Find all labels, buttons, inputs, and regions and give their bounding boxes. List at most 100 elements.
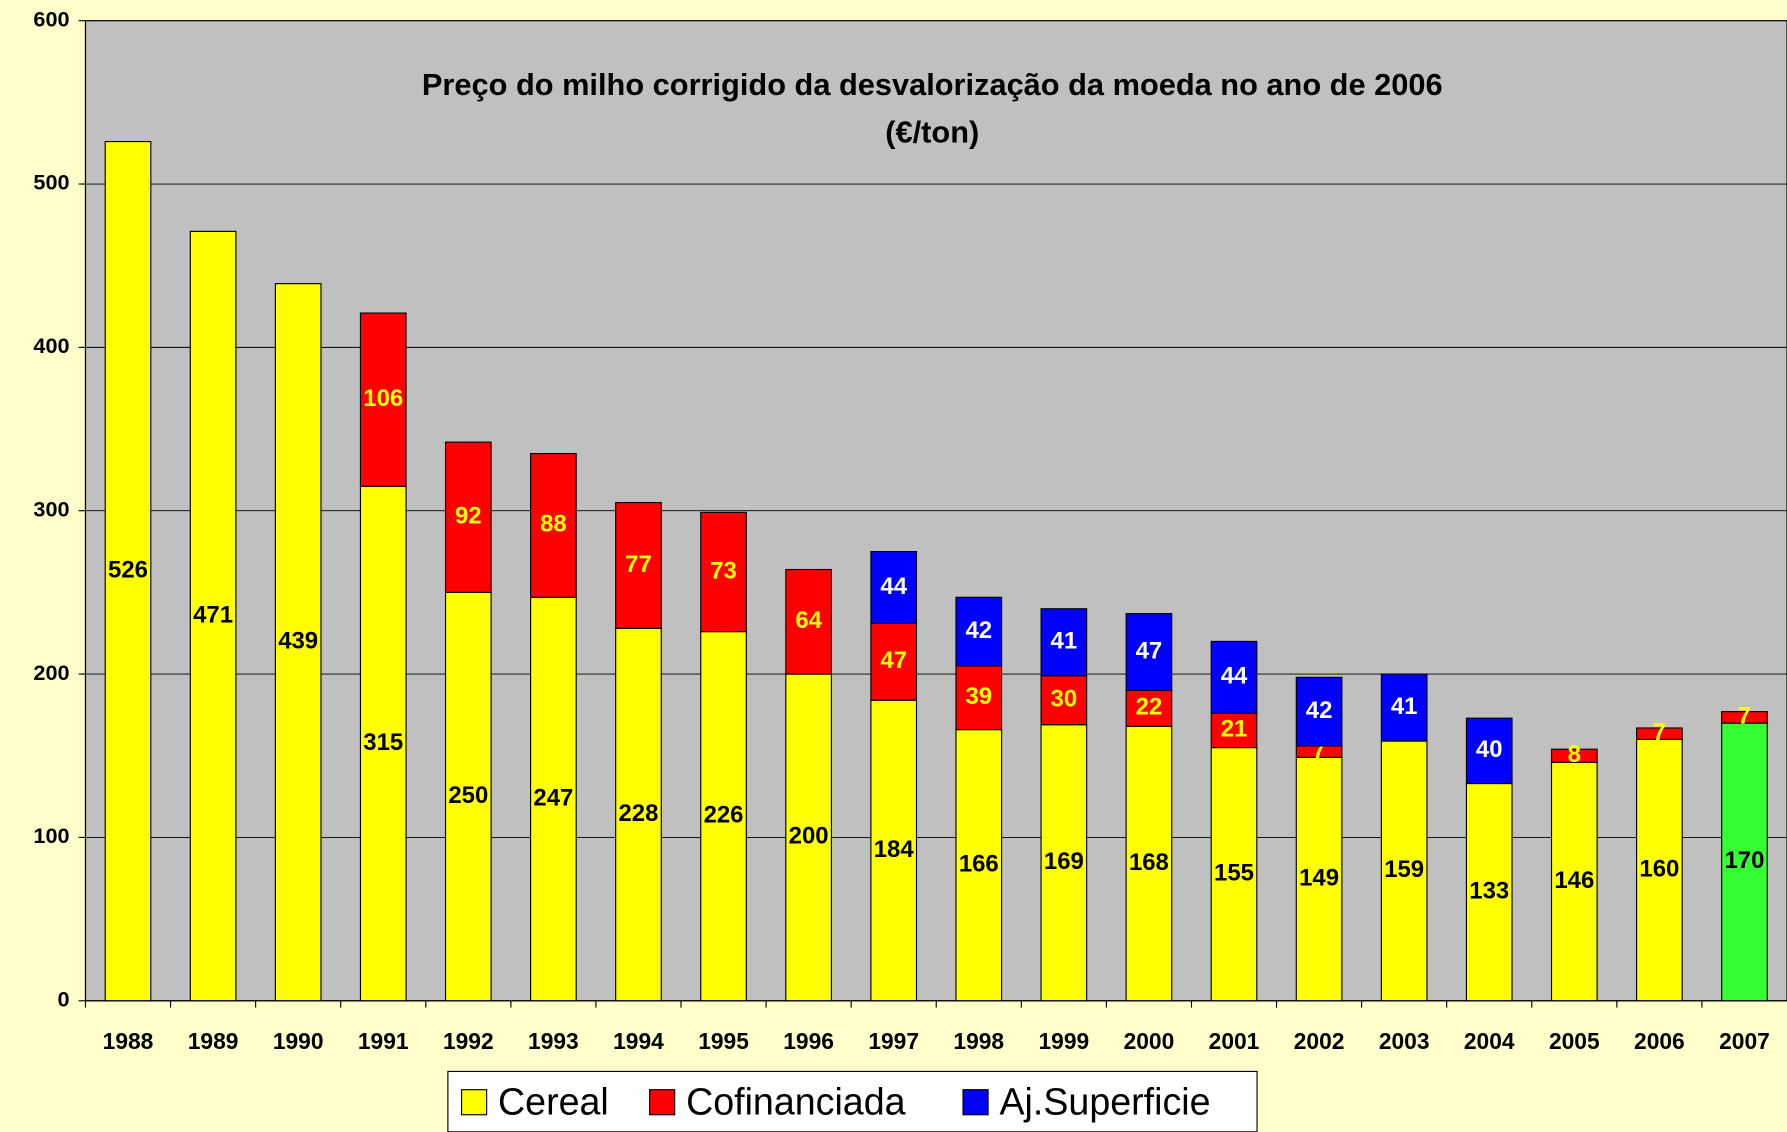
x-tick-label: 1997 — [868, 1028, 919, 1054]
data-label: 166 — [959, 851, 999, 878]
bar-segment — [104, 140, 152, 1002]
bar-segment — [1210, 747, 1258, 1002]
data-label: 226 — [704, 802, 744, 829]
data-label: 250 — [448, 782, 488, 809]
y-tick-label: 600 — [33, 6, 69, 31]
legend-swatch — [962, 1089, 989, 1116]
x-tick-label: 1988 — [103, 1028, 154, 1054]
data-label: 247 — [533, 784, 573, 811]
data-label: 7 — [1738, 703, 1751, 730]
bar-segment — [444, 441, 492, 593]
y-tick-label: 200 — [33, 660, 69, 685]
data-label: 133 — [1469, 877, 1509, 904]
bar-segment — [700, 511, 747, 633]
data-label: 22 — [1136, 694, 1163, 721]
bar-segment — [530, 596, 577, 1002]
y-tick-label: 0 — [57, 987, 69, 1012]
data-label: 149 — [1299, 864, 1339, 891]
x-tick-label: 2005 — [1549, 1028, 1600, 1054]
legend-swatch — [460, 1089, 488, 1116]
bar-segment — [1721, 722, 1768, 1002]
bar-segment — [1636, 738, 1683, 1002]
bar-segment — [785, 568, 832, 675]
x-tick-label: 1996 — [783, 1028, 834, 1054]
x-tick-label: 2007 — [1719, 1028, 1770, 1054]
bar-segment — [1295, 676, 1343, 747]
data-label: 88 — [540, 511, 567, 538]
x-tick-label: 2006 — [1634, 1028, 1685, 1054]
data-label: 42 — [1306, 697, 1333, 724]
data-label: 106 — [363, 385, 403, 412]
data-label: 228 — [619, 800, 659, 827]
data-label: 39 — [965, 683, 992, 710]
x-tick-label: 1999 — [1039, 1028, 1090, 1054]
bar-segment — [1550, 748, 1598, 763]
data-label: 200 — [789, 823, 829, 850]
data-label: 30 — [1051, 686, 1078, 713]
x-tick-label: 2001 — [1209, 1028, 1260, 1054]
bar-segment — [870, 699, 918, 1002]
data-label: 170 — [1725, 847, 1765, 874]
chart-subtitle: (€/ton) — [885, 115, 979, 150]
x-tick-label: 1995 — [698, 1028, 749, 1054]
bar-segment — [1210, 640, 1258, 714]
data-label: 159 — [1384, 856, 1424, 883]
bar-segment — [1040, 724, 1088, 1002]
bar-segment — [870, 622, 918, 701]
data-label: 73 — [710, 557, 737, 584]
bar-segment — [1125, 613, 1173, 691]
bar-segment — [189, 230, 237, 1002]
data-label: 47 — [1136, 637, 1163, 664]
bar-segment — [1210, 712, 1258, 749]
bar-segment — [1465, 717, 1513, 785]
bar-segment — [870, 550, 918, 625]
y-tick-label: 400 — [33, 333, 69, 358]
data-label: 77 — [625, 551, 652, 578]
x-tick-label: 1991 — [358, 1028, 409, 1054]
data-label: 21 — [1221, 716, 1248, 743]
legend-swatch — [649, 1089, 676, 1116]
bar-segment — [1721, 711, 1768, 724]
bar-segment — [1636, 727, 1683, 740]
data-label: 44 — [1221, 663, 1248, 690]
bar-segment — [1125, 725, 1173, 1002]
x-tick-label: 1998 — [953, 1028, 1004, 1054]
bar-segment — [615, 501, 662, 629]
data-label: 40 — [1476, 736, 1503, 763]
bar-segment — [955, 665, 1003, 731]
x-tick-label: 2002 — [1294, 1028, 1345, 1054]
bar-segment — [955, 596, 1003, 667]
x-tick-label: 1994 — [613, 1028, 664, 1054]
x-tick-label: 1989 — [188, 1028, 239, 1054]
x-tick-label: 1990 — [273, 1028, 324, 1054]
data-label: 315 — [363, 729, 403, 756]
x-tick-label: 1993 — [528, 1028, 579, 1054]
data-label: 146 — [1554, 867, 1594, 894]
data-label: 526 — [108, 556, 148, 583]
data-label: 47 — [880, 647, 907, 674]
bar-segment — [1040, 608, 1088, 677]
data-label: 155 — [1214, 860, 1254, 887]
x-tick-label: 2000 — [1124, 1028, 1175, 1054]
y-tick-label: 500 — [33, 170, 69, 195]
legend-label: Cofinanciada — [686, 1080, 906, 1122]
bar-segment — [1380, 673, 1428, 742]
legend-label: Cereal — [498, 1080, 609, 1122]
data-label: 42 — [965, 617, 992, 644]
bar-segment — [274, 283, 322, 1002]
bar-segment — [444, 591, 492, 1002]
bar-segment — [785, 673, 832, 1002]
data-label: 471 — [193, 601, 233, 628]
data-label: 41 — [1051, 628, 1078, 655]
chart-title: Preço do milho corrigido da desvalorizaç… — [422, 67, 1443, 102]
x-tick-label: 2003 — [1379, 1028, 1430, 1054]
data-label: 44 — [880, 573, 907, 600]
data-label: 184 — [874, 836, 915, 863]
data-label: 7 — [1653, 719, 1666, 746]
y-tick-label: 100 — [33, 823, 69, 848]
data-label: 64 — [795, 607, 822, 634]
data-label: 92 — [455, 503, 482, 530]
y-tick-label: 300 — [33, 496, 69, 521]
data-label: 168 — [1129, 849, 1169, 876]
